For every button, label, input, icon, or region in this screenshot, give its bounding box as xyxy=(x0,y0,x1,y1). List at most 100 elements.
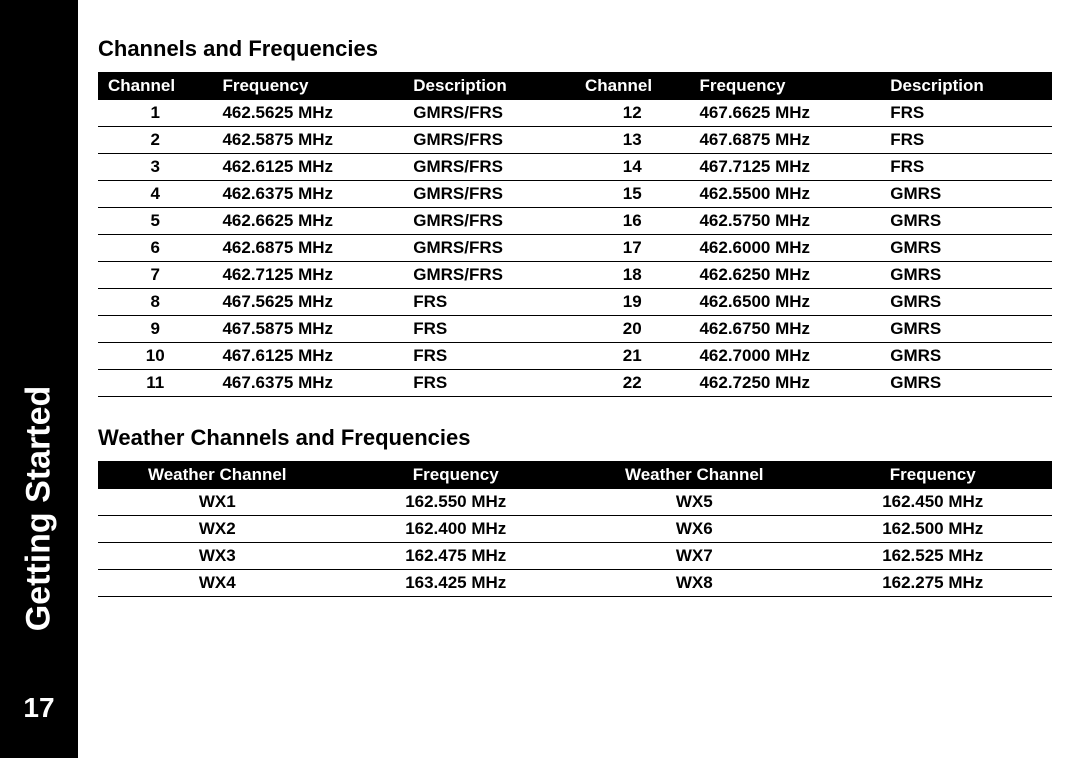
weather-heading: Weather Channels and Frequencies xyxy=(98,425,1052,451)
table-cell: 462.6875 MHz xyxy=(212,235,403,262)
col-frequency-2: Frequency xyxy=(689,72,880,100)
table-cell: 462.6250 MHz xyxy=(689,262,880,289)
table-cell: 22 xyxy=(575,370,689,397)
table-cell: 462.6000 MHz xyxy=(689,235,880,262)
table-cell: 5 xyxy=(98,208,212,235)
table-cell: GMRS xyxy=(880,181,1052,208)
table-cell: 162.450 MHz xyxy=(814,489,1053,516)
table-cell: 467.6125 MHz xyxy=(212,343,403,370)
table-row: 7462.7125 MHzGMRS/FRS18462.6250 MHzGMRS xyxy=(98,262,1052,289)
table-row: 10467.6125 MHzFRS21462.7000 MHzGMRS xyxy=(98,343,1052,370)
table-cell: GMRS xyxy=(880,316,1052,343)
table-cell: 14 xyxy=(575,154,689,181)
table-cell: GMRS/FRS xyxy=(403,235,575,262)
table-row: WX2162.400 MHzWX6162.500 MHz xyxy=(98,516,1052,543)
channels-heading: Channels and Frequencies xyxy=(98,36,1052,62)
table-row: 6462.6875 MHzGMRS/FRS17462.6000 MHzGMRS xyxy=(98,235,1052,262)
sidebar-tab: Getting Started 17 xyxy=(0,0,78,758)
col-description-1: Description xyxy=(403,72,575,100)
table-cell: 21 xyxy=(575,343,689,370)
table-cell: WX8 xyxy=(575,570,814,597)
col-wx-channel-2: Weather Channel xyxy=(575,461,814,489)
table-cell: 162.475 MHz xyxy=(337,543,576,570)
table-cell: 4 xyxy=(98,181,212,208)
table-row: 2462.5875 MHzGMRS/FRS13467.6875 MHzFRS xyxy=(98,127,1052,154)
table-cell: GMRS/FRS xyxy=(403,262,575,289)
table-cell: 462.6500 MHz xyxy=(689,289,880,316)
table-row: 11467.6375 MHzFRS22462.7250 MHzGMRS xyxy=(98,370,1052,397)
table-row: 8467.5625 MHzFRS19462.6500 MHzGMRS xyxy=(98,289,1052,316)
table-cell: 9 xyxy=(98,316,212,343)
table-row: WX4163.425 MHzWX8162.275 MHz xyxy=(98,570,1052,597)
channels-table-head: Channel Frequency Description Channel Fr… xyxy=(98,72,1052,100)
channels-table-body: 1462.5625 MHzGMRS/FRS12467.6625 MHzFRS24… xyxy=(98,100,1052,397)
weather-table-head: Weather Channel Frequency Weather Channe… xyxy=(98,461,1052,489)
table-cell: 462.5750 MHz xyxy=(689,208,880,235)
table-cell: 462.5500 MHz xyxy=(689,181,880,208)
table-cell: FRS xyxy=(403,343,575,370)
table-cell: FRS xyxy=(880,127,1052,154)
table-cell: 467.7125 MHz xyxy=(689,154,880,181)
table-cell: 467.6625 MHz xyxy=(689,100,880,127)
sidebar-section-label: Getting Started xyxy=(20,386,59,632)
table-row: 4462.6375 MHzGMRS/FRS15462.5500 MHzGMRS xyxy=(98,181,1052,208)
table-cell: 467.6875 MHz xyxy=(689,127,880,154)
table-cell: 462.6375 MHz xyxy=(212,181,403,208)
table-cell: 462.7250 MHz xyxy=(689,370,880,397)
table-cell: GMRS/FRS xyxy=(403,181,575,208)
table-cell: 19 xyxy=(575,289,689,316)
table-cell: 20 xyxy=(575,316,689,343)
table-cell: 462.6750 MHz xyxy=(689,316,880,343)
table-cell: 162.525 MHz xyxy=(814,543,1053,570)
table-cell: 162.400 MHz xyxy=(337,516,576,543)
table-row: 9467.5875 MHzFRS20462.6750 MHzGMRS xyxy=(98,316,1052,343)
weather-table: Weather Channel Frequency Weather Channe… xyxy=(98,461,1052,597)
table-cell: 6 xyxy=(98,235,212,262)
table-cell: GMRS xyxy=(880,289,1052,316)
table-cell: 12 xyxy=(575,100,689,127)
table-cell: WX4 xyxy=(98,570,337,597)
channels-table: Channel Frequency Description Channel Fr… xyxy=(98,72,1052,397)
table-cell: 13 xyxy=(575,127,689,154)
table-cell: WX5 xyxy=(575,489,814,516)
table-cell: 467.5875 MHz xyxy=(212,316,403,343)
table-cell: WX1 xyxy=(98,489,337,516)
page-number: 17 xyxy=(23,692,54,724)
table-cell: 18 xyxy=(575,262,689,289)
table-cell: 10 xyxy=(98,343,212,370)
table-cell: WX3 xyxy=(98,543,337,570)
table-row: 1462.5625 MHzGMRS/FRS12467.6625 MHzFRS xyxy=(98,100,1052,127)
table-row: 5462.6625 MHzGMRS/FRS16462.5750 MHzGMRS xyxy=(98,208,1052,235)
table-cell: GMRS/FRS xyxy=(403,154,575,181)
table-cell: 7 xyxy=(98,262,212,289)
table-cell: 16 xyxy=(575,208,689,235)
table-cell: FRS xyxy=(403,316,575,343)
table-cell: GMRS/FRS xyxy=(403,100,575,127)
table-cell: GMRS xyxy=(880,262,1052,289)
table-cell: 163.425 MHz xyxy=(337,570,576,597)
table-cell: GMRS xyxy=(880,208,1052,235)
table-cell: WX6 xyxy=(575,516,814,543)
col-wx-channel-1: Weather Channel xyxy=(98,461,337,489)
col-wx-freq-2: Frequency xyxy=(814,461,1053,489)
table-cell: 462.6125 MHz xyxy=(212,154,403,181)
col-frequency-1: Frequency xyxy=(212,72,403,100)
table-cell: 162.500 MHz xyxy=(814,516,1053,543)
table-cell: 1 xyxy=(98,100,212,127)
table-cell: GMRS xyxy=(880,370,1052,397)
table-cell: WX2 xyxy=(98,516,337,543)
table-cell: WX7 xyxy=(575,543,814,570)
col-channel-1: Channel xyxy=(98,72,212,100)
table-cell: 462.5875 MHz xyxy=(212,127,403,154)
table-cell: 462.7125 MHz xyxy=(212,262,403,289)
table-cell: 467.5625 MHz xyxy=(212,289,403,316)
table-row: 3462.6125 MHzGMRS/FRS14467.7125 MHzFRS xyxy=(98,154,1052,181)
weather-table-body: WX1162.550 MHzWX5162.450 MHzWX2162.400 M… xyxy=(98,489,1052,597)
table-cell: 2 xyxy=(98,127,212,154)
table-cell: FRS xyxy=(403,289,575,316)
table-cell: 462.5625 MHz xyxy=(212,100,403,127)
table-row: WX1162.550 MHzWX5162.450 MHz xyxy=(98,489,1052,516)
content-area: Channels and Frequencies Channel Frequen… xyxy=(78,0,1080,758)
table-cell: 462.7000 MHz xyxy=(689,343,880,370)
table-cell: 8 xyxy=(98,289,212,316)
